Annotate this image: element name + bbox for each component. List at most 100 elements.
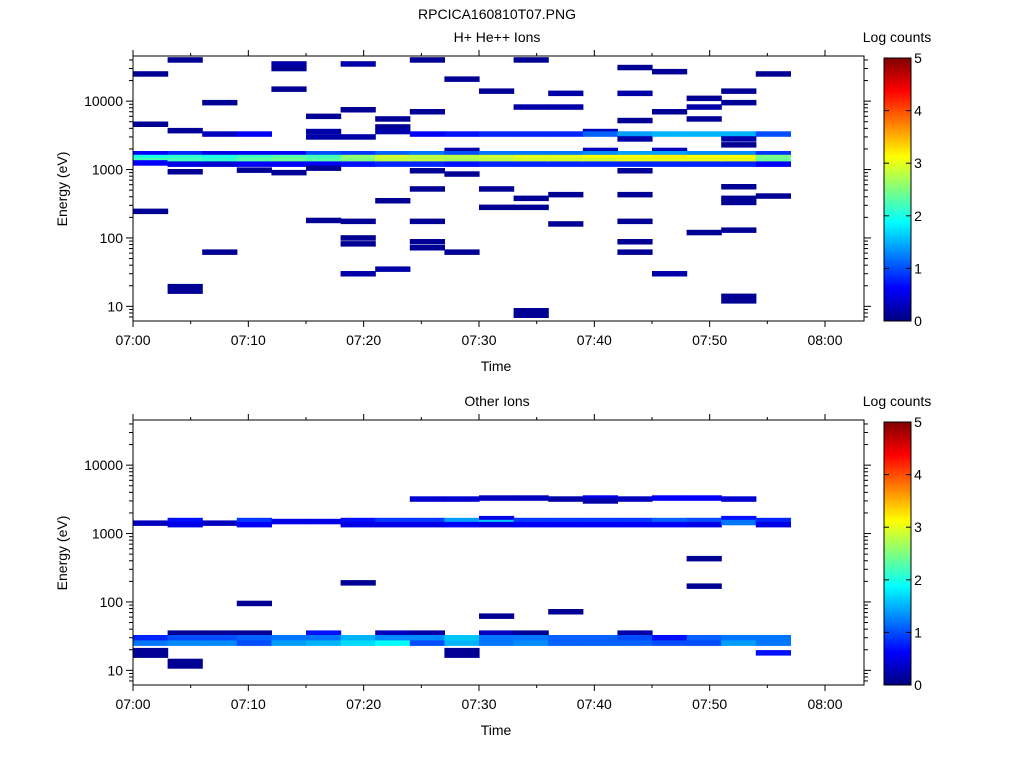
heatmap-cell xyxy=(202,154,238,161)
heatmap-cell xyxy=(755,157,791,164)
heatmap-cell xyxy=(409,218,445,225)
heatmap-cell xyxy=(409,109,445,115)
heatmap-cell xyxy=(755,193,791,199)
heatmap-cell xyxy=(686,517,722,524)
heatmap-cell xyxy=(167,283,203,294)
heatmap-cell xyxy=(167,161,203,167)
heatmap-cell xyxy=(721,154,757,161)
heatmap-cell xyxy=(375,151,411,157)
heatmap-cell xyxy=(617,117,653,124)
colorbar-label: Log counts xyxy=(863,393,932,409)
y-axis: 10 100 1000 10000 xyxy=(84,423,871,682)
heatmap-cell xyxy=(721,195,757,202)
heatmap-cell xyxy=(444,635,480,641)
heatmap-cell xyxy=(306,151,342,157)
heatmap-cell xyxy=(617,635,653,641)
heatmap-cell xyxy=(548,191,584,198)
heatmap-cell xyxy=(236,131,272,137)
heatmap-cell xyxy=(513,308,549,318)
heatmap-cell xyxy=(513,521,549,528)
heatmap-cell xyxy=(755,161,791,167)
panel-title: Other Ions xyxy=(464,393,529,409)
heatmap-cell xyxy=(721,635,757,641)
heatmap-cell xyxy=(479,630,515,636)
heatmap-cell xyxy=(167,517,203,524)
x-tick-label: 07:10 xyxy=(231,332,266,348)
heatmap-cell xyxy=(202,151,238,157)
heatmap-cell xyxy=(617,521,653,528)
heatmap-cell xyxy=(236,521,272,528)
heatmap-cell xyxy=(167,521,203,528)
heatmap-cell xyxy=(686,555,722,562)
heatmap-cells xyxy=(133,495,791,669)
heatmap-cell xyxy=(617,496,653,502)
colorbar-ticks: 0 1 2 3 4 5 xyxy=(884,50,922,329)
heatmap-cell xyxy=(617,249,653,255)
heatmap-cell xyxy=(167,127,203,134)
heatmap-cell xyxy=(340,635,376,641)
heatmap-cell xyxy=(548,157,584,164)
heatmap-cell xyxy=(375,521,411,528)
heatmap-cell xyxy=(133,208,169,215)
heatmap-cell xyxy=(271,65,307,72)
heatmap-cell xyxy=(444,496,480,502)
heatmap-cell xyxy=(236,630,272,636)
heatmap-cell xyxy=(409,245,445,251)
heatmap-cell xyxy=(409,630,445,636)
heatmap-cell xyxy=(686,131,722,137)
heatmap-cell xyxy=(652,635,688,641)
x-tick-label: 07:00 xyxy=(115,332,150,348)
panel-title: H+ He++ Ions xyxy=(454,29,541,45)
colorbar-tick-label: 2 xyxy=(914,208,922,224)
heatmap-cell xyxy=(444,521,480,528)
heatmap-cell xyxy=(617,191,653,198)
heatmap-cell xyxy=(617,64,653,71)
heatmap-cell xyxy=(306,165,342,171)
heatmap-cell xyxy=(721,142,757,148)
heatmap-cells xyxy=(133,57,791,318)
heatmap-cell xyxy=(202,131,238,137)
heatmap-cell xyxy=(167,151,203,157)
heatmap-cell xyxy=(479,154,515,161)
heatmap-cell xyxy=(686,521,722,528)
heatmap-cell xyxy=(548,521,584,528)
heatmap-cell xyxy=(375,640,411,646)
heatmap-cell xyxy=(340,241,376,247)
heatmap-cell xyxy=(617,640,653,646)
heatmap-cell xyxy=(479,131,515,137)
y-axis-label: Energy (eV) xyxy=(54,516,70,591)
heatmap-cell xyxy=(202,640,238,646)
heatmap-cell xyxy=(202,635,238,641)
heatmap-cell xyxy=(133,151,169,157)
heatmap-cell xyxy=(721,199,757,206)
heatmap-cell xyxy=(548,635,584,641)
heatmap-cell xyxy=(721,184,757,190)
x-tick-label: 07:20 xyxy=(346,332,381,348)
heatmap-cell xyxy=(582,151,618,157)
heatmap-cell xyxy=(755,650,791,656)
panel-other-ions: Other Ions 07:00 07:10 07:20 07:30 07:40 07:5… xyxy=(54,393,931,738)
heatmap-cell xyxy=(167,640,203,646)
heatmap-cell xyxy=(271,154,307,161)
heatmap-cell xyxy=(617,239,653,245)
heatmap-cell xyxy=(652,157,688,164)
heatmap-cell xyxy=(340,161,376,167)
heatmap-cell xyxy=(271,86,307,92)
heatmap-cell xyxy=(548,154,584,161)
heatmap-cell xyxy=(479,521,515,528)
heatmap-cell xyxy=(409,157,445,164)
heatmap-cell xyxy=(721,136,757,142)
heatmap-cell xyxy=(721,640,757,646)
y-tick-label: 1000 xyxy=(92,526,123,542)
heatmap-cell xyxy=(306,134,342,140)
heatmap-cell xyxy=(444,147,480,154)
heatmap-cell xyxy=(444,157,480,164)
heatmap-cell xyxy=(375,124,411,130)
heatmap-cell xyxy=(167,658,203,669)
heatmap-cell xyxy=(479,613,515,619)
heatmap-cell xyxy=(721,161,757,167)
heatmap-cell xyxy=(409,131,445,137)
heatmap-cell xyxy=(479,157,515,164)
heatmap-cell xyxy=(236,640,272,646)
heatmap-cell xyxy=(444,249,480,255)
